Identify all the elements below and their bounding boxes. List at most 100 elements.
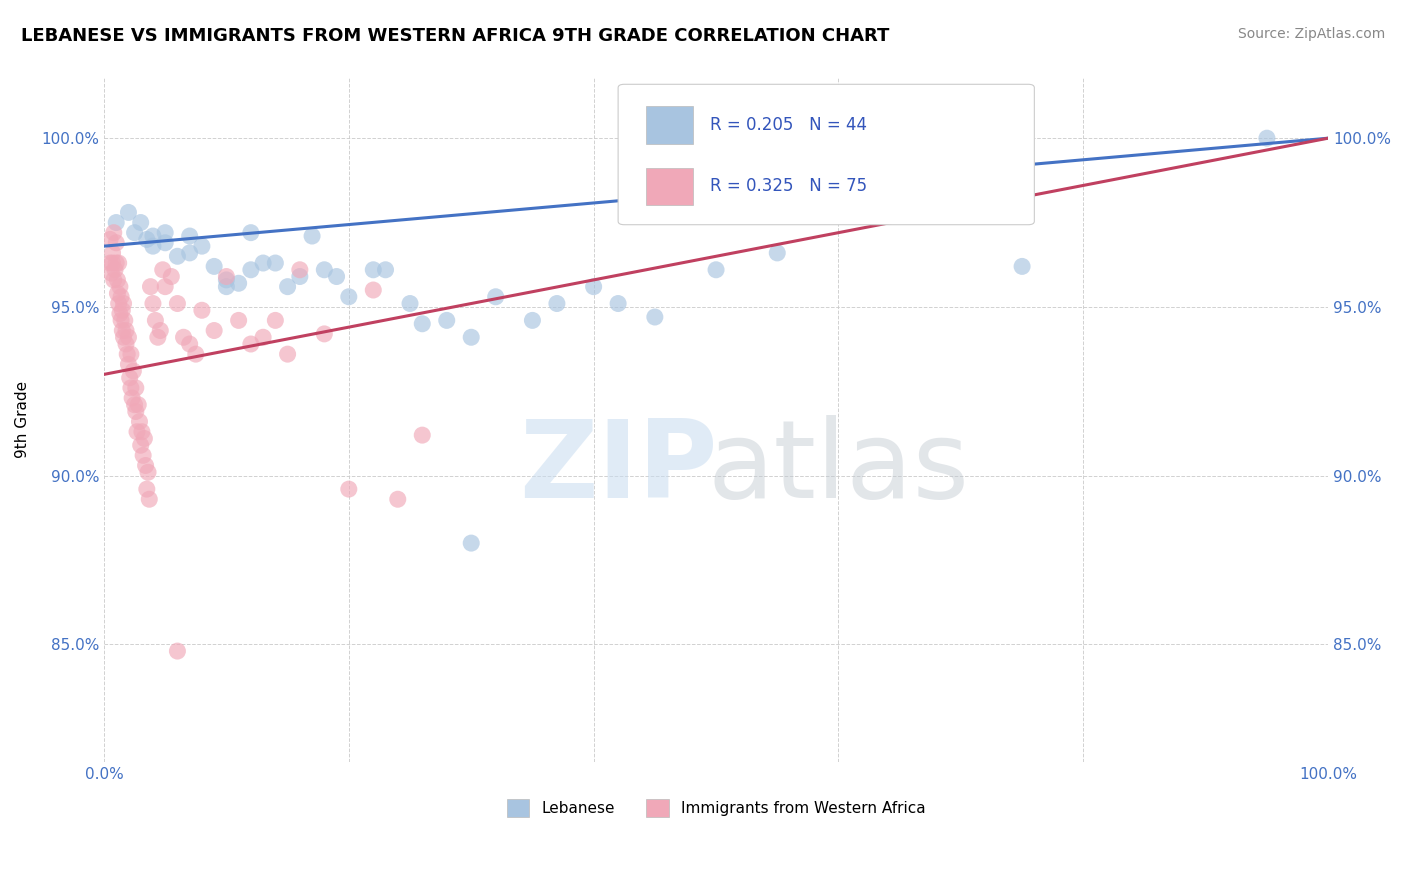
Point — [239, 337, 262, 351]
Point — [582, 279, 605, 293]
Point — [191, 303, 214, 318]
Bar — [647, 168, 693, 205]
Point — [191, 239, 214, 253]
Point — [239, 262, 262, 277]
Point — [264, 256, 287, 270]
Point — [107, 296, 129, 310]
Point — [460, 330, 482, 344]
Point — [607, 296, 630, 310]
Point — [160, 269, 183, 284]
Point — [103, 226, 125, 240]
Point — [166, 644, 188, 658]
Point — [149, 324, 172, 338]
Point — [522, 313, 544, 327]
Point — [103, 273, 125, 287]
Bar — [647, 106, 693, 144]
Legend: Lebanese, Immigrants from Western Africa: Lebanese, Immigrants from Western Africa — [501, 792, 932, 823]
Point — [135, 232, 157, 246]
Point — [153, 279, 176, 293]
Point — [325, 269, 347, 284]
Point — [105, 215, 128, 229]
Point — [411, 317, 433, 331]
Point — [766, 246, 789, 260]
Point — [100, 266, 122, 280]
Point — [117, 205, 139, 219]
Point — [546, 296, 568, 310]
Point — [361, 262, 384, 277]
Point — [153, 226, 176, 240]
Point — [337, 482, 360, 496]
Point — [288, 262, 311, 277]
Point — [112, 330, 135, 344]
Point — [131, 425, 153, 439]
Point — [114, 313, 136, 327]
Text: R = 0.205   N = 44: R = 0.205 N = 44 — [710, 116, 868, 134]
Point — [179, 229, 201, 244]
Point — [1011, 260, 1033, 274]
Point — [173, 330, 195, 344]
Point — [105, 256, 128, 270]
Point — [104, 262, 127, 277]
Point — [288, 269, 311, 284]
Point — [399, 296, 422, 310]
Point — [166, 249, 188, 263]
Point — [146, 330, 169, 344]
Point — [152, 262, 174, 277]
Point — [202, 260, 225, 274]
Point — [107, 273, 129, 287]
Point — [1256, 131, 1278, 145]
Point — [704, 262, 727, 277]
Point — [142, 239, 165, 253]
Point — [228, 313, 250, 327]
Point — [132, 449, 155, 463]
Point — [361, 283, 384, 297]
Point — [115, 324, 138, 338]
Point — [111, 324, 134, 338]
Point — [301, 229, 323, 244]
Point — [110, 313, 132, 327]
FancyBboxPatch shape — [619, 84, 1035, 225]
Point — [138, 492, 160, 507]
Point — [436, 313, 458, 327]
Point — [411, 428, 433, 442]
Point — [374, 262, 396, 277]
Point — [153, 235, 176, 250]
Point — [215, 273, 238, 287]
Point — [117, 330, 139, 344]
Point — [142, 229, 165, 244]
Point — [179, 246, 201, 260]
Y-axis label: 9th Grade: 9th Grade — [15, 382, 30, 458]
Point — [136, 465, 159, 479]
Point — [252, 330, 274, 344]
Point — [277, 347, 299, 361]
Point — [107, 286, 129, 301]
Point — [314, 326, 336, 341]
Point — [142, 296, 165, 310]
Point — [125, 425, 148, 439]
Point — [129, 215, 152, 229]
Point — [101, 256, 124, 270]
Point — [179, 337, 201, 351]
Point — [124, 398, 146, 412]
Point — [215, 269, 238, 284]
Point — [115, 347, 138, 361]
Text: R = 0.325   N = 75: R = 0.325 N = 75 — [710, 178, 868, 195]
Point — [108, 307, 131, 321]
Point — [184, 347, 207, 361]
Point — [101, 246, 124, 260]
Point — [128, 415, 150, 429]
Point — [121, 391, 143, 405]
Text: atlas: atlas — [707, 415, 970, 521]
Text: Source: ZipAtlas.com: Source: ZipAtlas.com — [1237, 27, 1385, 41]
Point — [460, 536, 482, 550]
Point — [98, 256, 121, 270]
Point — [145, 313, 167, 327]
Point — [139, 279, 162, 293]
Point — [125, 404, 148, 418]
Point — [228, 277, 250, 291]
Point — [129, 438, 152, 452]
Point — [115, 337, 138, 351]
Point — [108, 279, 131, 293]
Point — [122, 364, 145, 378]
Point — [107, 256, 129, 270]
